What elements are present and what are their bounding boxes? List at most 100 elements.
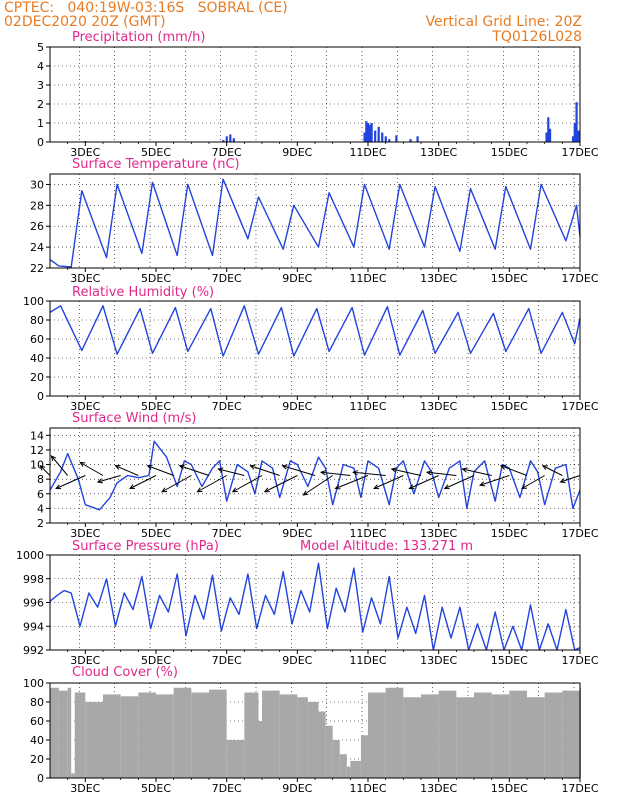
temperature-ytick-label: 26 — [30, 220, 44, 233]
precipitation-bar — [388, 139, 391, 142]
temperature-ytick-label: 22 — [30, 262, 44, 275]
humidity-ytick-label: 60 — [30, 333, 44, 346]
wind-arrow-head — [373, 484, 380, 490]
cloud-cover-bar — [318, 711, 326, 778]
cloud-cover-bar — [368, 692, 386, 778]
cloud-cover-xtick-label: 11DEC — [349, 782, 386, 795]
cloud-cover-ytick-label: 0 — [37, 772, 44, 785]
humidity-series-line — [49, 305, 581, 357]
panel-cloud-cover — [46, 682, 581, 782]
temperature-xtick-label: 15DEC — [491, 272, 528, 285]
cloud-cover-xtick-label: 15DEC — [491, 782, 528, 795]
temperature-xtick-label: 9DEC — [282, 272, 312, 285]
wind-arrow — [427, 471, 457, 476]
temperature-xtick-label: 11DEC — [349, 272, 386, 285]
precipitation-bar — [370, 123, 373, 142]
cloud-cover-bar — [191, 692, 209, 778]
cloud-cover-bar — [50, 687, 59, 778]
precipitation-bar — [547, 117, 550, 142]
cloud-cover-xtick-label: 7DEC — [212, 782, 242, 795]
humidity-xtick-label: 9DEC — [282, 400, 312, 413]
wind-arrow-head — [55, 484, 62, 490]
wind-title: Surface Wind (m/s) — [72, 411, 196, 426]
cloud-cover-bar — [438, 690, 457, 778]
wind-arrow — [51, 455, 69, 476]
wind-arrow-head — [461, 467, 468, 473]
precipitation-bar — [368, 124, 371, 142]
humidity-ytick-label: 100 — [23, 295, 44, 308]
cloud-cover-bar — [67, 687, 72, 778]
temperature-ytick-label: 30 — [30, 178, 44, 191]
humidity-xtick-label: 7DEC — [212, 400, 242, 413]
precipitation-bar — [395, 135, 398, 142]
precipitation-xtick-label: 3DEC — [70, 146, 100, 159]
cloud-cover-ytick-label: 100 — [23, 677, 44, 690]
cloud-cover-xtick-label: 3DEC — [70, 782, 100, 795]
precipitation-bar — [409, 139, 412, 142]
wind-arrow — [55, 475, 86, 489]
cloud-cover-bar — [58, 690, 68, 778]
wind-arrow — [129, 475, 157, 489]
wind-arrow-head — [249, 464, 256, 470]
temperature-ytick-label: 28 — [30, 199, 44, 212]
wind-arrow — [462, 468, 492, 476]
wind-arrow — [232, 475, 263, 493]
wind-arrow — [542, 465, 563, 476]
cloud-cover-bar — [339, 754, 347, 778]
pressure-xtick-label: 17DEC — [561, 654, 598, 667]
cloud-cover-ytick-label: 80 — [30, 696, 44, 709]
wind-arrow — [218, 468, 245, 476]
cloud-cover-ytick-label: 60 — [30, 715, 44, 728]
wind-arrow-head — [425, 470, 432, 476]
wind-xtick-label: 15DEC — [491, 527, 528, 540]
wind-arrow — [500, 465, 528, 476]
panel-temperature — [46, 173, 581, 272]
precipitation-ytick-label: 2 — [37, 98, 44, 111]
wind-arrow — [373, 475, 404, 489]
pressure-series-line — [49, 562, 581, 651]
wind-arrow-head — [302, 490, 309, 496]
cloud-cover-bar — [244, 692, 259, 778]
precipitation-ytick-label: 4 — [37, 60, 44, 73]
temperature-xtick-label: 7DEC — [212, 272, 242, 285]
pressure-xtick-label: 5DEC — [141, 654, 171, 667]
header-grid-line-note: Vertical Grid Line: 20Z — [425, 14, 582, 30]
precipitation-bar — [573, 123, 576, 142]
wind-arrow-head — [96, 478, 103, 484]
wind-arrow-head — [79, 461, 86, 467]
cloud-cover-bar — [138, 692, 156, 778]
cloud-cover-bar — [421, 694, 439, 778]
cloud-cover-bar — [346, 766, 351, 778]
pressure-title: Surface Pressure (hPa) — [72, 539, 219, 554]
cloud-cover-bar — [103, 694, 121, 778]
cloud-cover-xtick-label: 9DEC — [282, 782, 312, 795]
cloud-cover-ytick-label: 40 — [30, 734, 44, 747]
humidity-title: Relative Humidity (%) — [72, 285, 214, 300]
cloud-cover-bar — [350, 760, 361, 778]
pressure-ytick-label: 994 — [23, 620, 44, 633]
wind-arrow — [321, 471, 351, 476]
precipitation-bar — [232, 138, 235, 142]
cloud-cover-bar — [360, 735, 368, 778]
wind-ytick-label: 4 — [37, 502, 44, 515]
cloud-cover-bar — [544, 692, 563, 778]
wind-arrow-head — [319, 470, 326, 476]
wind-arrow — [264, 475, 298, 493]
wind-arrow-head — [231, 487, 238, 493]
cloud-cover-bar — [71, 773, 75, 778]
humidity-ytick-label: 0 — [37, 390, 44, 403]
cloud-cover-bar — [474, 692, 492, 778]
wind-arrow-head — [520, 484, 527, 490]
wind-arrow-head — [196, 487, 203, 493]
temperature-xtick-label: 13DEC — [420, 272, 457, 285]
cloud-cover-bar — [209, 689, 227, 778]
precipitation-bar — [222, 140, 225, 142]
pressure-xtick-label: 9DEC — [282, 654, 312, 667]
precipitation-bar — [374, 130, 377, 142]
cloud-cover-bar — [403, 697, 421, 778]
wind-arrow-head — [263, 487, 270, 493]
pressure-xtick-label: 7DEC — [212, 654, 242, 667]
wind-arrow — [147, 465, 174, 476]
pressure-ytick-label: 996 — [23, 597, 44, 610]
